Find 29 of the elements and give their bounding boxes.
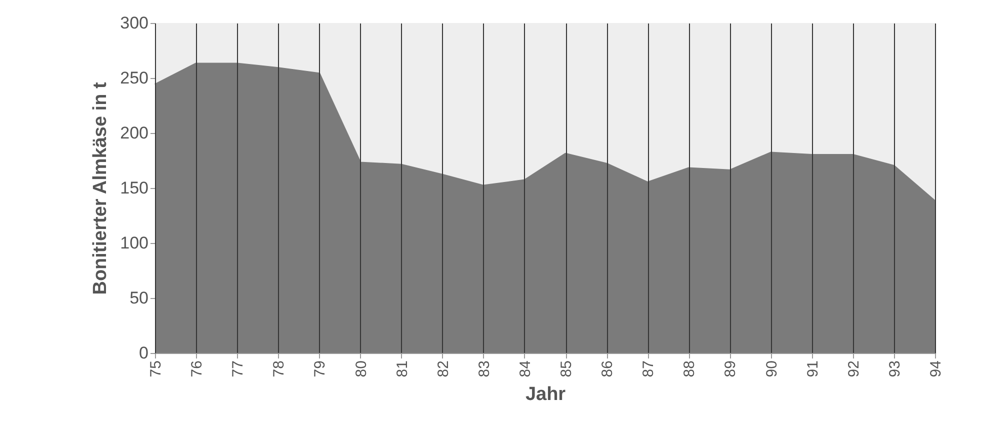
x-tick-label: 87	[640, 360, 658, 378]
y-tick-label: 0	[139, 344, 148, 362]
y-tick-label: 250	[120, 68, 148, 88]
y-tick-label: 300	[120, 14, 148, 32]
x-tick-label: 75	[148, 360, 164, 378]
x-tick-label: 82	[434, 360, 452, 378]
x-tick-label: 85	[558, 360, 576, 378]
x-tick-label: 92	[845, 360, 862, 378]
x-tick-label: 84	[516, 360, 534, 378]
x-tick-label: 88	[681, 360, 698, 378]
x-tick-label: 86	[599, 360, 616, 378]
x-tick-label: 94	[928, 360, 944, 378]
x-tick-label: 81	[394, 360, 411, 378]
x-axis-title: Jahr	[525, 384, 566, 406]
y-axis-title: Bonitierter Almkäse in t	[90, 82, 112, 295]
y-tick-label: 100	[120, 234, 148, 252]
x-tick-label: 76	[188, 360, 206, 378]
x-tick-label: 90	[763, 360, 780, 378]
x-tick-label: 93	[886, 360, 904, 378]
y-tick-label: 200	[120, 124, 148, 142]
x-tick-label: 80	[352, 360, 370, 378]
x-tick-label: 83	[476, 360, 493, 378]
x-tick-label: 78	[270, 360, 288, 378]
x-tick-label: 77	[230, 360, 247, 378]
y-tick-label: 150	[120, 178, 148, 198]
x-tick-label: 91	[804, 360, 822, 378]
y-tick-label: 50	[130, 288, 148, 308]
x-tick-label: 79	[312, 360, 329, 378]
x-tick-label: 89	[722, 360, 740, 378]
